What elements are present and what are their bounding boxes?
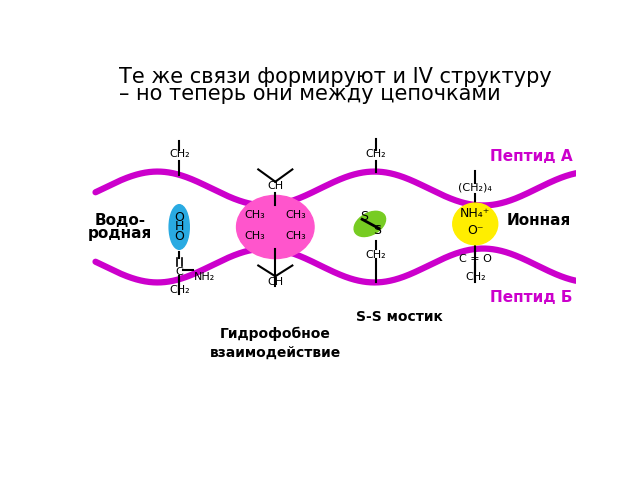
Text: CH: CH	[268, 277, 284, 287]
Text: Водо-: Водо-	[95, 213, 146, 228]
Text: S-S мостик: S-S мостик	[356, 310, 443, 324]
Text: CH: CH	[268, 181, 284, 191]
Text: CH₃: CH₃	[244, 231, 266, 241]
Text: (CH₂)₄: (CH₂)₄	[458, 183, 492, 192]
Text: – но теперь они между цепочками: – но теперь они между цепочками	[119, 84, 500, 104]
Ellipse shape	[237, 195, 314, 259]
Text: Пептид А: Пептид А	[490, 149, 572, 164]
Text: O⁻: O⁻	[467, 224, 483, 237]
Text: CH₂: CH₂	[169, 285, 189, 295]
Text: NH₂: NH₂	[194, 272, 215, 282]
Text: CH₂: CH₂	[465, 273, 486, 282]
Text: NH₄⁺: NH₄⁺	[460, 207, 490, 220]
Text: Ионная: Ионная	[507, 213, 571, 228]
Text: Пептид Б: Пептид Б	[490, 290, 572, 305]
Text: H: H	[175, 220, 184, 233]
Text: C: C	[175, 267, 183, 277]
Ellipse shape	[169, 204, 189, 249]
Text: S: S	[360, 210, 367, 223]
Text: Гидрофобное
взаимодействие: Гидрофобное взаимодействие	[210, 327, 341, 360]
Text: O: O	[174, 211, 184, 224]
Text: CH₂: CH₂	[365, 250, 387, 260]
Text: CH₃: CH₃	[285, 231, 306, 241]
Text: CH₂: CH₂	[169, 149, 189, 159]
Text: CH₃: CH₃	[244, 210, 266, 220]
Text: CH₂: CH₂	[365, 149, 387, 159]
Text: S: S	[374, 224, 381, 237]
Ellipse shape	[354, 211, 385, 237]
Text: CH₃: CH₃	[285, 210, 306, 220]
Text: O: O	[174, 230, 184, 243]
Text: Те же связи формируют и IV структуру: Те же связи формируют и IV структуру	[119, 67, 552, 87]
Ellipse shape	[452, 203, 498, 245]
Text: родная: родная	[88, 226, 152, 240]
Text: C = O: C = O	[459, 254, 492, 264]
